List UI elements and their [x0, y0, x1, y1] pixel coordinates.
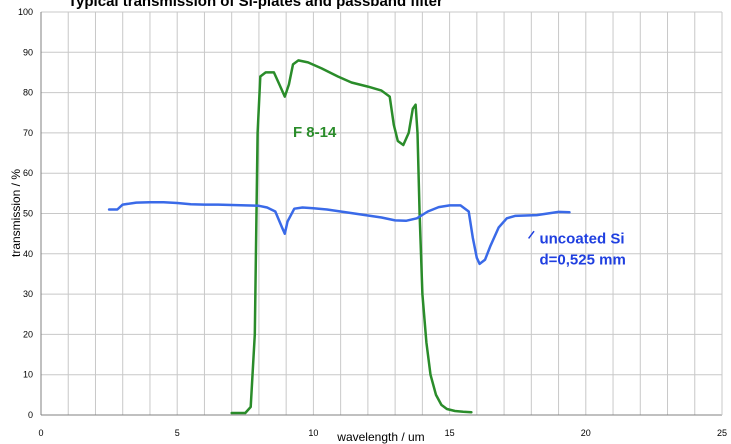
- x-tick-label: 10: [308, 428, 318, 438]
- annotation-leader-line: [527, 230, 535, 239]
- y-tick-label: 20: [23, 329, 33, 339]
- x-axis-label: wavelength / um: [336, 430, 424, 444]
- y-tick-label: 40: [23, 249, 33, 259]
- annotation-filter: F 8-14: [293, 124, 337, 141]
- series-group: [107, 59, 571, 415]
- y-tick-label: 60: [23, 168, 33, 178]
- annotation-si2: d=0,525 mm: [539, 252, 625, 269]
- axes: [40, 12, 723, 416]
- x-tick-label: 20: [581, 428, 591, 438]
- y-tick-label: 70: [23, 128, 33, 138]
- chart-title: Typical transmission of Si-plates and pa…: [68, 0, 443, 10]
- x-tick-labels: 0 5 10 15 20 25: [38, 428, 727, 438]
- y-tick-label: 100: [18, 7, 33, 17]
- series-line-uncoated-si: [107, 200, 571, 266]
- annotations: F 8-14 uncoated Si d=0,525 mm: [293, 124, 626, 269]
- y-tick-label: 50: [23, 209, 33, 219]
- y-tick-label: 10: [23, 370, 33, 380]
- annotation-si1: uncoated Si: [539, 231, 624, 248]
- y-tick-label: 30: [23, 289, 33, 299]
- x-tick-label: 0: [38, 428, 43, 438]
- x-tick-label: 5: [175, 428, 180, 438]
- x-tick-label: 25: [717, 428, 727, 438]
- grid: [41, 11, 722, 415]
- y-tick-label: 80: [23, 88, 33, 98]
- series-line-filter: [230, 59, 473, 415]
- y-axis-label: transmission / %: [9, 169, 23, 257]
- y-tick-labels: 0 10 20 30 40 50 60 70 80 90 100: [18, 7, 33, 420]
- x-tick-label: 15: [445, 428, 455, 438]
- y-tick-label: 0: [28, 410, 33, 420]
- y-tick-label: 90: [23, 47, 33, 57]
